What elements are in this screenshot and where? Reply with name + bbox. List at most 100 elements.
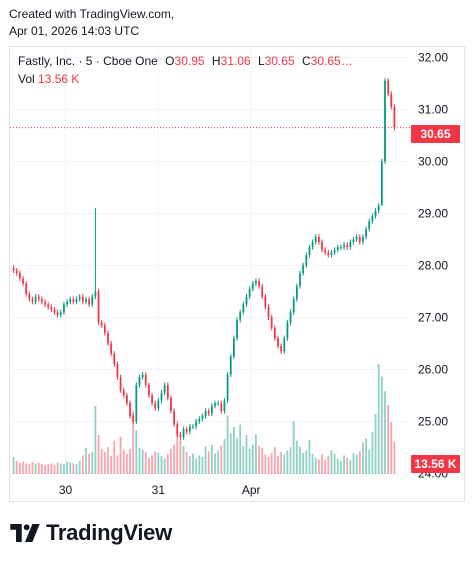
- candle-body: [163, 385, 166, 393]
- volume-bar: [239, 424, 242, 474]
- volume-bar: [22, 461, 24, 474]
- volume-bar: [116, 455, 119, 474]
- candle-body: [292, 299, 295, 313]
- candle-body: [179, 434, 182, 437]
- volume-bar: [151, 455, 153, 474]
- candle-body: [72, 299, 75, 302]
- candle-body: [135, 385, 138, 422]
- candle-body: [321, 242, 323, 250]
- candle-body: [393, 106, 396, 128]
- volume-bar: [229, 433, 232, 474]
- volume-bar: [349, 460, 352, 474]
- candle-body: [107, 333, 109, 344]
- volume-bar: [236, 438, 238, 474]
- candle-body: [125, 395, 128, 404]
- volume-bar: [289, 447, 292, 474]
- volume-bar: [85, 448, 87, 474]
- volume-bar: [214, 453, 216, 474]
- candle-body: [264, 296, 267, 307]
- candle-body: [154, 403, 157, 409]
- candle-body: [384, 80, 386, 162]
- volume-bar: [314, 457, 317, 474]
- volume-bar: [380, 376, 383, 474]
- open-label: O: [165, 54, 175, 68]
- caption-source: Created with TradingView.com,: [9, 7, 175, 21]
- chart-caption: Created with TradingView.com, Apr 01, 20…: [9, 6, 174, 40]
- volume-bar: [358, 451, 361, 474]
- x-tick-label-1: 31: [152, 483, 166, 497]
- candle-body: [198, 418, 201, 422]
- candle-body: [251, 283, 254, 289]
- candle-body: [283, 338, 286, 352]
- symbol-title[interactable]: Fastly, Inc. · 5 · Cboe One: [18, 54, 158, 68]
- last-price-tag: 30.65: [411, 125, 460, 143]
- volume-bar: [28, 464, 31, 474]
- candle-body: [63, 304, 65, 313]
- volume-bar: [295, 440, 298, 474]
- volume-bar: [387, 405, 390, 474]
- volume-bar: [135, 430, 138, 474]
- volume-bar: [384, 391, 386, 474]
- candle-body: [387, 80, 390, 94]
- candle-body: [233, 338, 235, 357]
- volume-bar: [355, 454, 358, 474]
- candle-body: [377, 205, 380, 211]
- candle-body: [236, 320, 238, 339]
- volume-bar: [204, 446, 207, 474]
- volume-bar: [327, 456, 330, 474]
- tradingview-logo[interactable]: TradingView: [10, 520, 172, 546]
- candle-body: [267, 307, 270, 318]
- volume-bar: [173, 444, 175, 474]
- candle-body: [47, 304, 50, 307]
- candle-body: [352, 239, 355, 242]
- open-value: 30.95: [174, 54, 205, 68]
- candle-body: [248, 288, 251, 297]
- volume-value: 13.56 K: [38, 72, 80, 86]
- volume-bar: [220, 445, 223, 474]
- volume-bar: [160, 456, 163, 474]
- volume-bar: [223, 439, 226, 474]
- tradingview-logo-icon: [10, 524, 40, 542]
- candle-body: [255, 281, 257, 284]
- candle-body: [365, 229, 367, 237]
- volume-bar: [59, 463, 62, 474]
- volume-bar: [273, 447, 276, 474]
- candle-body: [343, 244, 345, 248]
- chart-legend: Fastly, Inc. · 5 · Cboe One O30.95 H31.0…: [18, 52, 353, 88]
- candle-body: [25, 283, 28, 294]
- candle-body: [94, 291, 97, 297]
- chart-frame[interactable]: [9, 46, 465, 502]
- volume-bar: [195, 458, 198, 474]
- candle-body: [66, 301, 68, 305]
- close-label: C: [302, 54, 311, 68]
- volume-bar: [166, 453, 169, 474]
- candle-body: [132, 416, 135, 422]
- candle-body: [148, 385, 150, 396]
- volume-bar: [248, 448, 251, 474]
- candle-body: [75, 299, 78, 302]
- candle-body: [116, 364, 119, 378]
- candle-body: [210, 405, 213, 414]
- volume-bar: [185, 452, 188, 474]
- candle-body: [129, 403, 131, 417]
- volume-bar: [138, 448, 141, 474]
- volume-bar: [72, 463, 75, 474]
- candle-body: [346, 244, 349, 248]
- low-label: L: [257, 54, 265, 68]
- volume-bar: [157, 452, 160, 474]
- volume-bar: [286, 450, 289, 474]
- candle-body: [314, 236, 317, 242]
- volume-bar: [119, 436, 122, 474]
- volume-bar: [88, 453, 91, 474]
- candle-body: [214, 403, 216, 406]
- candle-body: [229, 356, 232, 375]
- high-label: H: [211, 54, 221, 68]
- volume-bar: [78, 461, 81, 474]
- x-tick-label-2: Apr: [242, 483, 261, 497]
- volume-bar: [141, 449, 144, 474]
- volume-bar: [340, 461, 342, 474]
- candle-body: [261, 286, 264, 297]
- volume-row: Vol 13.56 K: [18, 70, 353, 88]
- candle-body: [317, 236, 320, 242]
